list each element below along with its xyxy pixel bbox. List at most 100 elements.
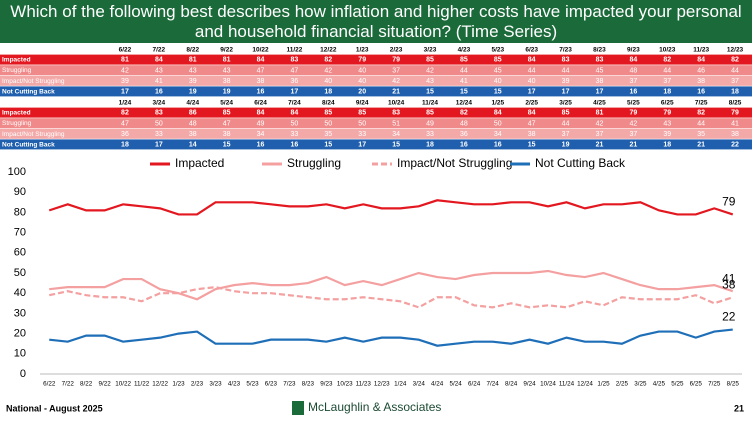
x-tick-label: 10/24	[540, 381, 556, 388]
x-tick-label: 4/24	[431, 381, 444, 388]
x-tick-label: 7/25	[708, 381, 721, 388]
x-tick-label: 6/25	[690, 381, 703, 388]
table-cell: 38	[596, 78, 604, 85]
table-cell: 18	[731, 89, 739, 96]
table-cell: 16	[697, 89, 705, 96]
table-cell: 42	[596, 120, 604, 127]
column-header: 3/25	[559, 100, 572, 107]
table-cell: 41	[155, 78, 163, 85]
column-header: 9/22	[220, 47, 233, 54]
x-tick-label: 12/22	[152, 381, 168, 388]
table-cell: 34	[494, 131, 502, 138]
column-header: 10/23	[659, 47, 676, 54]
x-tick-label: 7/22	[62, 381, 75, 388]
table-cell: 85	[324, 110, 332, 117]
table-cell: 21	[629, 142, 637, 149]
table-cell: 85	[494, 57, 502, 64]
column-header: 12/22	[320, 47, 337, 54]
x-tick-label: 10/23	[337, 381, 353, 388]
column-header: 10/22	[252, 47, 269, 54]
table-cell: 81	[596, 110, 604, 117]
row-label: Impacted	[2, 110, 31, 117]
column-header: 5/23	[491, 47, 504, 54]
table-cell: 83	[291, 57, 299, 64]
x-tick-label: 9/23	[320, 381, 333, 388]
table-cell: 82	[731, 57, 739, 64]
table-cell: 50	[324, 120, 332, 127]
table-cell: 79	[663, 110, 671, 117]
x-tick-label: 6/22	[43, 381, 56, 388]
table-row-bg	[0, 128, 752, 139]
table-cell: 50	[291, 120, 299, 127]
table-row-bg	[0, 65, 752, 76]
x-tick-label: 8/23	[302, 381, 315, 388]
table-cell: 38	[257, 78, 265, 85]
row-label: Struggling	[2, 120, 32, 127]
table-row-bg	[0, 107, 752, 118]
table-cell: 83	[562, 57, 570, 64]
table-cell: 22	[731, 142, 739, 149]
table-cell: 16	[494, 142, 502, 149]
x-tick-label: 8/24	[505, 381, 518, 388]
table-cell: 44	[528, 67, 536, 74]
x-tick-label: 2/25	[616, 381, 629, 388]
table-header-bg	[0, 44, 752, 55]
table-cell: 33	[358, 131, 366, 138]
table-cell: 40	[528, 78, 536, 85]
table-cell: 44	[663, 67, 671, 74]
table-cell: 40	[494, 78, 502, 85]
table-cell: 83	[596, 57, 604, 64]
column-header: 7/25	[695, 100, 708, 107]
table-cell: 37	[562, 131, 570, 138]
column-header: 6/22	[119, 47, 132, 54]
table-cell: 35	[324, 131, 332, 138]
series-line	[48, 199, 734, 216]
column-header: 8/23	[593, 47, 606, 54]
column-header: 10/24	[388, 100, 405, 107]
x-tick-label: 8/25	[727, 381, 740, 388]
table-cell: 45	[596, 67, 604, 74]
table-cell: 85	[426, 110, 434, 117]
table-cell: 37	[392, 67, 400, 74]
y-tick-label: 20	[14, 328, 26, 340]
table-row-bg	[0, 118, 752, 129]
table-cell: 20	[358, 89, 366, 96]
table-cell: 39	[121, 78, 129, 85]
column-header: 7/24	[288, 100, 301, 107]
table-cell: 42	[121, 67, 129, 74]
table-cell: 36	[121, 131, 129, 138]
table-cell: 39	[189, 78, 197, 85]
table-cell: 18	[324, 89, 332, 96]
y-tick-label: 50	[14, 267, 26, 279]
table-cell: 42	[629, 120, 637, 127]
table-cell: 85	[460, 57, 468, 64]
column-header: 4/24	[186, 100, 199, 107]
table-cell: 81	[223, 57, 231, 64]
table-cell: 40	[358, 78, 366, 85]
table-cell: 17	[121, 89, 129, 96]
table-cell: 19	[562, 142, 570, 149]
table-cell: 19	[189, 89, 197, 96]
table-cell: 39	[562, 78, 570, 85]
x-tick-label: 5/24	[450, 381, 463, 388]
table-cell: 84	[257, 57, 265, 64]
table-cell: 84	[528, 110, 536, 117]
x-tick-label: 1/24	[394, 381, 407, 388]
table-row-bg	[0, 86, 752, 97]
table-cell: 38	[528, 131, 536, 138]
table-cell: 81	[189, 57, 197, 64]
column-header: 12/23	[727, 47, 744, 54]
table-row-bg	[0, 75, 752, 86]
table-cell: 81	[121, 57, 129, 64]
footer-left: National - August 2025	[6, 403, 103, 413]
table-row-bg	[0, 139, 752, 150]
table-cell: 44	[562, 120, 570, 127]
column-header: 11/24	[422, 100, 438, 107]
x-tick-label: 10/22	[115, 381, 131, 388]
table-cell: 82	[663, 57, 671, 64]
column-header: 12/24	[456, 100, 473, 107]
table-cell: 15	[392, 142, 400, 149]
table-cell: 84	[257, 110, 265, 117]
table-cell: 16	[257, 89, 265, 96]
table-cell: 43	[155, 67, 163, 74]
